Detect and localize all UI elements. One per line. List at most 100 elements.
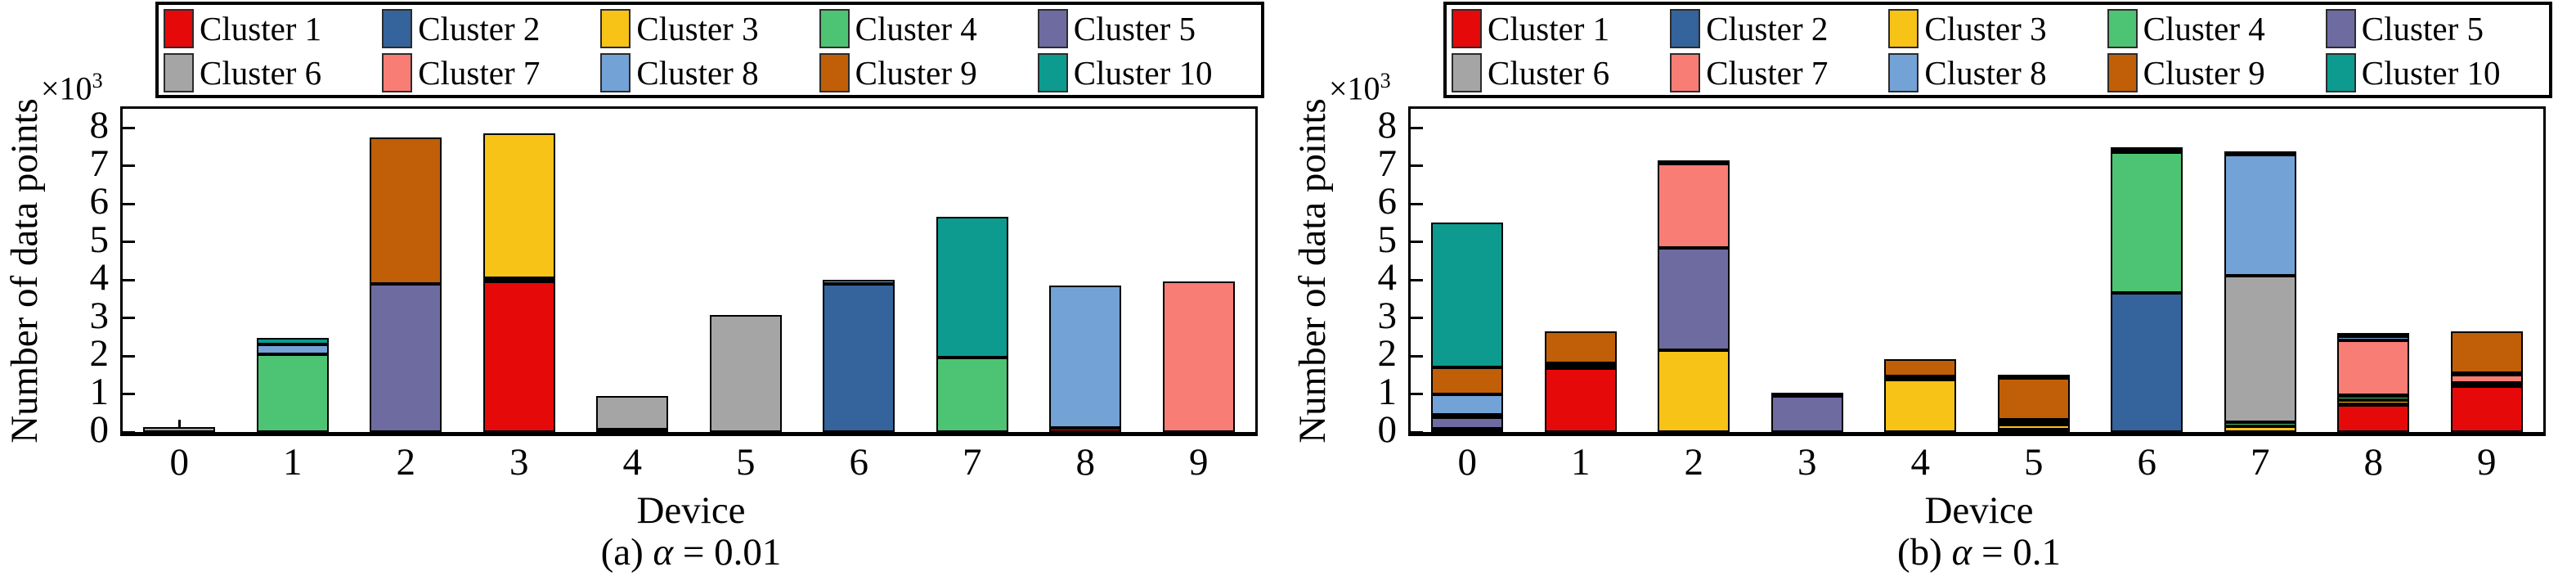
- legend-color-swatch: [1888, 9, 1919, 48]
- bar-device-1: [256, 109, 329, 432]
- y-axis-title: Number of data points: [3, 98, 46, 443]
- legend-label: Cluster 1: [200, 9, 322, 47]
- y-axis-tick: [1411, 317, 1423, 320]
- y-tick-label: 4: [89, 256, 110, 299]
- legend-color-swatch: [1888, 53, 1919, 92]
- legend-item: Cluster 10: [2325, 51, 2544, 95]
- x-tick-label: 8: [2363, 441, 2384, 484]
- bar-segment: [1049, 286, 1122, 429]
- bar-segment: [1770, 392, 1843, 396]
- x-tick-label: 9: [1189, 441, 1209, 484]
- bar-segment: [1884, 379, 1957, 432]
- bar-segment: [1997, 429, 2070, 432]
- bar-segment: [2337, 405, 2410, 432]
- bar-device-4: [596, 109, 669, 432]
- bar-device-8: [1049, 109, 1122, 432]
- subplot-caption: (a) α = 0.01: [600, 531, 782, 574]
- bar-segment: [2450, 386, 2523, 432]
- x-tick-label: 2: [396, 441, 416, 484]
- bar-segment: [370, 283, 442, 432]
- y-tick-label: 5: [89, 218, 110, 261]
- legend-color-swatch: [1670, 9, 1701, 48]
- legend-color-swatch: [382, 53, 413, 92]
- bar-segment: [2337, 396, 2410, 400]
- bar-segment: [482, 277, 555, 282]
- chart-panel-b: Cluster 1 Cluster 2 Cluster 3 Cluster 4 Clus…: [1288, 0, 2576, 576]
- legend: Cluster 1 Cluster 2 Cluster 3 Cluster 4 Clus…: [1443, 2, 2552, 98]
- y-tick-label: 8: [1377, 104, 1398, 147]
- bar-device-5: [1997, 109, 2070, 432]
- legend-color-swatch: [2107, 53, 2138, 92]
- bar-segment: [823, 283, 895, 432]
- bar-segment: [2337, 340, 2410, 395]
- legend-item: Cluster 10: [1037, 51, 1256, 95]
- x-tick-label: 0: [1457, 441, 1478, 484]
- legend-label: Cluster 1: [1488, 9, 1610, 47]
- bar-segment: [2224, 154, 2296, 277]
- y-tick-label: 3: [1377, 294, 1398, 337]
- bar-segment: [1997, 421, 2070, 425]
- legend-color-swatch: [819, 53, 850, 92]
- legend-item: Cluster 2: [382, 7, 600, 51]
- bar-segment: [1997, 425, 2070, 430]
- legend-item: Cluster 8: [600, 51, 819, 95]
- y-axis-multiplier: ×103: [41, 69, 103, 107]
- legend-color-swatch: [164, 53, 194, 92]
- bar-segment: [1162, 281, 1235, 432]
- x-tick-label: 2: [1684, 441, 1704, 484]
- y-axis-tick: [1411, 430, 1423, 434]
- bar-segment: [1658, 350, 1730, 432]
- legend-color-swatch: [382, 9, 413, 48]
- bar-device-0: [143, 109, 216, 432]
- legend-item: Cluster 6: [164, 51, 382, 95]
- bar-device-2: [370, 109, 442, 432]
- legend-label: Cluster 9: [855, 53, 977, 92]
- bar-segment: [2337, 332, 2410, 336]
- legend-label: Cluster 7: [1706, 53, 1829, 92]
- legend-label: Cluster 6: [200, 53, 322, 92]
- y-axis-tick: [123, 354, 135, 358]
- bar-device-3: [1770, 109, 1843, 432]
- bar-device-2: [1658, 109, 1730, 432]
- legend-color-swatch: [1037, 9, 1068, 48]
- x-tick-label: 9: [2477, 441, 2497, 484]
- x-tick-label: 7: [2251, 441, 2270, 484]
- y-axis-tick: [1411, 164, 1423, 168]
- y-axis-tick: [1411, 241, 1423, 244]
- y-axis-tick: [1411, 202, 1423, 205]
- legend-label: Cluster 7: [418, 53, 541, 92]
- x-tick-label: 8: [1075, 441, 1096, 484]
- y-axis-tick: [123, 317, 135, 320]
- legend-item: Cluster 1: [1452, 7, 1670, 51]
- y-tick-label: 7: [1377, 142, 1398, 185]
- y-axis-tick: [123, 164, 135, 168]
- y-tick-label: 1: [1377, 370, 1398, 413]
- x-axis-title: Device: [1924, 489, 2034, 532]
- bar-segment: [143, 426, 216, 432]
- legend-item: Cluster 9: [819, 51, 1038, 95]
- bar-device-1: [1544, 109, 1617, 432]
- x-tick-label: 6: [849, 441, 869, 484]
- bar-device-9: [1162, 109, 1235, 432]
- legend-label: Cluster 3: [636, 9, 759, 47]
- legend-label: Cluster 8: [1924, 53, 2047, 92]
- bar-segment: [1997, 378, 2070, 421]
- y-axis-title: Number of data points: [1291, 98, 1334, 443]
- legend-color-swatch: [1452, 53, 1482, 92]
- legend-label: Cluster 5: [1073, 9, 1196, 47]
- legend-item: Cluster 9: [2107, 51, 2326, 95]
- legend-color-swatch: [164, 9, 194, 48]
- bar-device-0: [1431, 109, 1504, 432]
- y-tick-label: 1: [89, 370, 110, 413]
- legend: Cluster 1 Cluster 2 Cluster 3 Cluster 4 Clus…: [155, 2, 1264, 98]
- y-axis-tick: [1411, 393, 1423, 396]
- bar-segment: [2224, 422, 2296, 427]
- y-tick-label: 2: [89, 332, 110, 376]
- bar-segment: [2450, 331, 2523, 373]
- bar-segment: [1770, 395, 1843, 432]
- chart-panel-a: Cluster 1 Cluster 2 Cluster 3 Cluster 4 Clus…: [3, 2, 1264, 574]
- plot-inner: [1411, 109, 2543, 434]
- bar-segment: [1049, 428, 1122, 432]
- legend-label: Cluster 4: [855, 9, 977, 47]
- bar-segment: [2224, 426, 2296, 432]
